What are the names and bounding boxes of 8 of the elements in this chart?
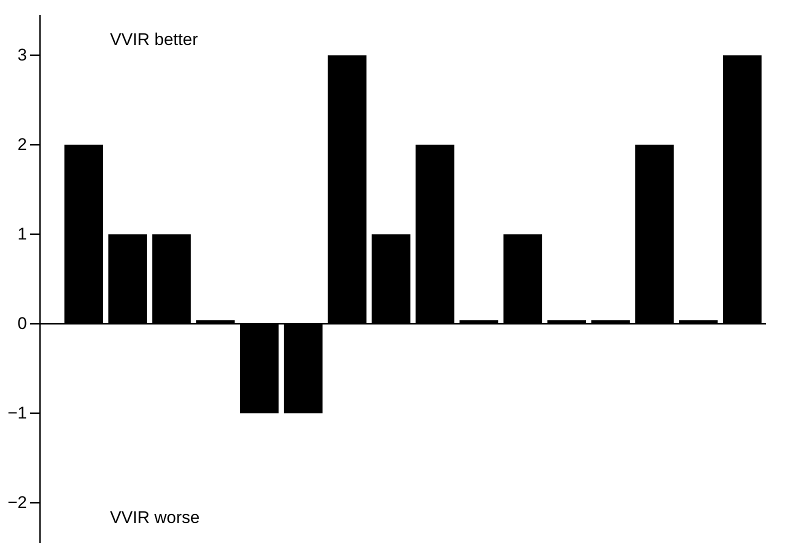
y-tick-label: −2 <box>8 493 27 512</box>
y-tick-label: 3 <box>18 46 27 65</box>
y-tick-label: 1 <box>18 224 27 244</box>
y-tick-label: 0 <box>18 314 27 334</box>
y-tick-label: 2 <box>18 135 27 154</box>
y-tick-label: −1 <box>8 404 27 423</box>
annotation: VVIR worse <box>110 508 200 527</box>
annotation: VVIR better <box>110 30 198 49</box>
